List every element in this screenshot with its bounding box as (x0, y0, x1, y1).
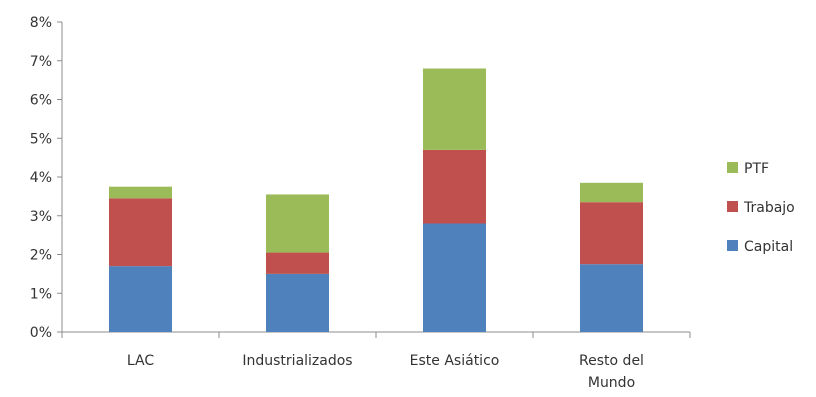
y-tick-label: 0% (30, 325, 52, 341)
bar-capital-1 (266, 273, 329, 332)
x-tick-label: Industrializados (242, 353, 352, 369)
legend-swatch-capital (727, 240, 738, 251)
bar-trabajo-2 (423, 149, 486, 224)
bar-ptf-3 (580, 182, 643, 203)
bar-trabajo-1 (266, 252, 329, 274)
legend-label-trabajo: Trabajo (743, 200, 795, 216)
x-tick-label: Resto del (579, 353, 644, 369)
y-tick-label: 5% (30, 131, 52, 147)
bar-trabajo-0 (109, 198, 172, 267)
y-tick-label: 2% (30, 248, 52, 264)
y-tick-label: 4% (30, 170, 52, 186)
x-tick-label: LAC (127, 353, 154, 369)
chart-bars (109, 68, 643, 332)
y-tick-label: 1% (30, 286, 52, 302)
y-tick-label: 7% (30, 54, 52, 70)
y-tick-label: 3% (30, 209, 52, 225)
legend-swatch-trabajo (727, 201, 738, 212)
legend-label-ptf: PTF (744, 161, 769, 177)
legend-swatch-ptf (727, 162, 738, 173)
bar-ptf-1 (266, 194, 329, 253)
bar-capital-2 (423, 223, 486, 332)
bar-ptf-0 (109, 186, 172, 199)
bar-capital-0 (109, 266, 172, 332)
chart-legend: PTF Trabajo Capital (727, 161, 795, 255)
x-tick-label: Este Asiático (410, 353, 500, 369)
legend-label-capital: Capital (744, 239, 793, 255)
bar-trabajo-3 (580, 202, 643, 265)
y-tick-label: 8% (30, 15, 52, 31)
y-tick-label: 6% (30, 93, 52, 109)
bar-ptf-2 (423, 68, 486, 150)
chart-labels: 0% 1% 2% 3% 4% 5% 6% 7% 8% LAC Industrializados Est… (30, 15, 644, 391)
x-tick-label: Mundo (588, 375, 635, 391)
bar-capital-3 (580, 264, 643, 332)
